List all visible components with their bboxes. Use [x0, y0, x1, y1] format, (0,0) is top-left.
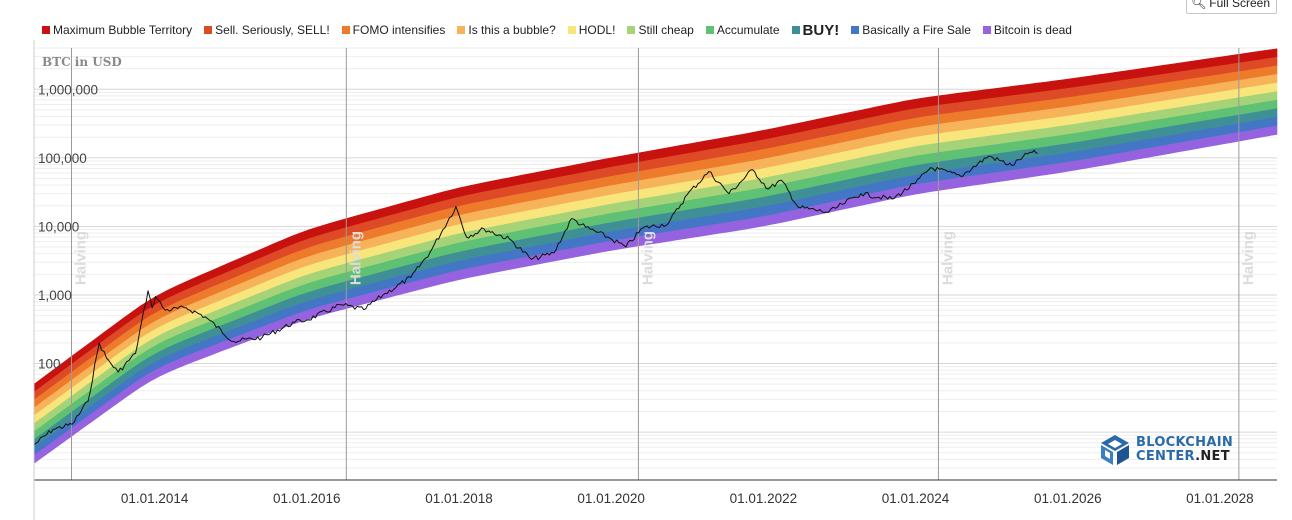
y-tick-label-2: 10,000 [38, 219, 79, 234]
halving-lines: Halving Halving Halving Halving Halving [71, 48, 1257, 480]
legend-swatch [567, 26, 576, 34]
y-tick-label-0: 100 [38, 357, 61, 372]
y-tick-label-1: 1,000 [38, 288, 72, 303]
legend-swatch [341, 26, 350, 34]
logo-text-line1: BLOCKCHAIN [1136, 435, 1234, 450]
legend-swatch [42, 26, 50, 34]
y-axis-label: BTC in USD [42, 55, 122, 69]
price-series [33, 149, 1038, 446]
legend-label: Is this a bubble? [468, 23, 556, 37]
halving-label-0: Halving [73, 231, 90, 285]
x-tick-label-5: 01.01.2024 [882, 491, 950, 506]
axes: 01.01.2014 01.01.2016 01.01.2018 01.01.2020… [33, 40, 1277, 520]
chart-legend: Maximum Bubble Territory Sell. Seriously,… [42, 20, 1084, 40]
legend-item-7[interactable]: BUY! [791, 21, 840, 39]
legend-swatch [982, 26, 991, 34]
legend-swatch [204, 26, 213, 34]
magnifier-icon: 🔍︎ [1191, 0, 1207, 10]
x-tick-label-1: 01.01.2016 [273, 491, 341, 506]
legend-label: HODL! [578, 23, 616, 37]
halving-label-2: Halving [639, 231, 656, 285]
legend-swatch [791, 26, 800, 34]
legend-item-0[interactable]: Maximum Bubble Territory [42, 23, 192, 37]
halving-label-4: Halving [1240, 231, 1257, 285]
halving-label-1: Halving [347, 231, 364, 285]
band-9 [33, 125, 1278, 464]
price-line [33, 149, 1038, 446]
x-tick-label-3: 01.01.2020 [577, 491, 645, 506]
logo-text-center: CENTER [1136, 449, 1196, 464]
legend-label: Sell. Seriously, SELL! [215, 23, 330, 37]
legend-label: Basically a Fire Sale [862, 23, 971, 37]
y-tick-label-3: 100,000 [38, 151, 87, 166]
legend-label: BUY! [802, 21, 840, 39]
legend-item-9[interactable]: Bitcoin is dead [982, 23, 1072, 37]
x-tick-label-7: 01.01.2028 [1186, 491, 1254, 506]
full-screen-button[interactable]: 🔍︎ Full Screen [1186, 0, 1277, 14]
legend-label: FOMO intensifies [352, 23, 446, 37]
rainbow-bands [33, 48, 1278, 464]
legend-swatch [627, 26, 636, 34]
cube-logo-icon [1101, 435, 1129, 465]
full-screen-label: Full Screen [1209, 0, 1270, 10]
x-tick-label-2: 01.01.2018 [425, 491, 493, 506]
legend-swatch [851, 26, 860, 34]
legend-item-1[interactable]: Sell. Seriously, SELL! [204, 23, 330, 37]
x-tick-label-4: 01.01.2022 [730, 491, 798, 506]
legend-label: Maximum Bubble Territory [53, 23, 193, 37]
legend-item-5[interactable]: Still cheap [627, 23, 694, 37]
legend-swatch [457, 26, 466, 34]
blockchaincenter-logo: BLOCKCHAIN CENTER.NET [1098, 433, 1233, 467]
halving-label-3: Halving [939, 231, 956, 285]
legend-item-2[interactable]: FOMO intensifies [341, 23, 446, 37]
x-tick-label-0: 01.01.2014 [121, 491, 189, 506]
legend-label: Still cheap [638, 23, 694, 37]
y-tick-label-4: 1,000,000 [38, 82, 98, 97]
legend-item-8[interactable]: Basically a Fire Sale [851, 23, 971, 37]
x-tick-label-6: 01.01.2026 [1034, 491, 1102, 506]
logo-text-net: .NET [1195, 449, 1230, 464]
legend-item-4[interactable]: HODL! [567, 23, 616, 37]
legend-label: Accumulate [716, 23, 780, 37]
legend-item-6[interactable]: Accumulate [705, 23, 780, 37]
legend-item-3[interactable]: Is this a bubble? [457, 23, 556, 37]
legend-label: Bitcoin is dead [993, 23, 1072, 37]
legend-swatch [705, 26, 714, 34]
